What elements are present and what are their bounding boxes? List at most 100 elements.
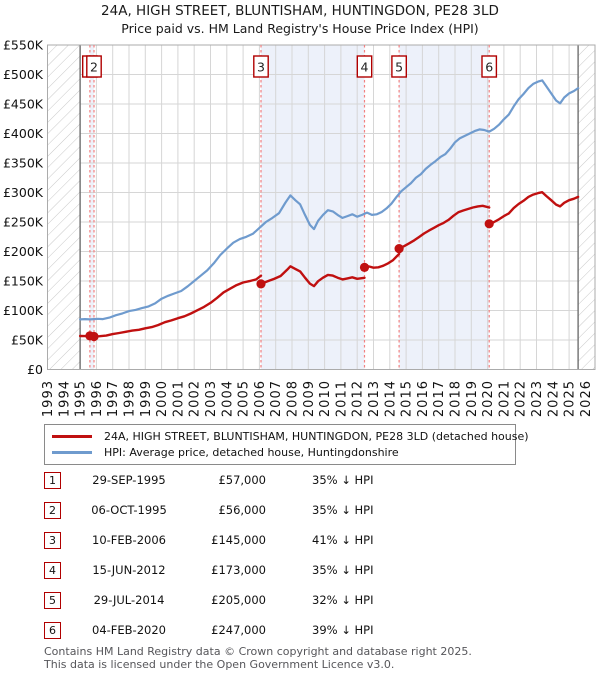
y-axis-tick-label: £300K [3, 185, 44, 200]
page-title: 24A, HIGH STREET, BLUNTISHAM, HUNTINGDON… [101, 3, 499, 19]
x-axis-tick-label: 2022 [514, 380, 529, 417]
sale-row: 5 29-JUL-2014 £205,000 32% ↓ HPI [0, 592, 600, 612]
x-axis-tick-label: 2003 [204, 380, 219, 417]
sale-number-badge: 4 [44, 562, 61, 579]
x-axis-tick-label: 1997 [106, 380, 121, 417]
y-axis-tick-label: £100K [3, 303, 44, 318]
sale-marker-box-5 [391, 55, 407, 78]
sale-point-dot-6 [484, 219, 494, 229]
x-axis-tick-label: 2004 [220, 380, 235, 417]
sale-date: 06-OCT-1995 [91, 503, 167, 517]
sale-price: £205,000 [211, 593, 266, 607]
plot-border [47, 44, 596, 370]
x-axis-tick-label: 2005 [237, 380, 252, 417]
sale-row: 2 06-OCT-1995 £56,000 35% ↓ HPI [0, 502, 600, 522]
y-axis-tick-label: £550K [3, 38, 44, 53]
property-line-swatch [52, 434, 92, 438]
x-axis-tick-label: 2009 [302, 380, 317, 417]
sale-vs-hpi: 35% ↓ HPI [312, 563, 374, 577]
sale-price: £173,000 [211, 563, 266, 577]
sale-row: 1 29-SEP-1995 £57,000 35% ↓ HPI [0, 472, 600, 492]
x-axis-tick-label: 1995 [74, 380, 89, 417]
x-axis-tick-label: 2017 [432, 380, 447, 417]
no-data-hatch-right [578, 45, 595, 370]
x-axis-tick-label: 2019 [465, 380, 480, 417]
x-axis-tick-label: 2010 [318, 380, 333, 417]
no-data-hatch-left [47, 45, 81, 370]
legend-label: HPI: Average price, detached house, Hunt… [104, 445, 399, 459]
sale-point-dot-4 [359, 262, 370, 272]
sale-date: 15-JUN-2012 [92, 563, 166, 577]
sale-number-badge: 6 [44, 622, 61, 639]
x-axis-tick-label: 2025 [563, 380, 578, 417]
y-axis-tick-label: £450K [3, 97, 44, 112]
sale-price: £56,000 [218, 503, 266, 517]
sale-number-badge: 3 [44, 532, 61, 549]
sale-date: 29-SEP-1995 [92, 473, 166, 487]
x-axis-tick-label: 1994 [57, 380, 72, 417]
sale-point-dot-3 [256, 279, 266, 289]
sale-date: 04-FEB-2020 [92, 623, 166, 637]
x-axis-tick-label: 2015 [400, 380, 415, 417]
y-axis-tick-label: £400K [3, 126, 44, 141]
x-axis-tick-label: 2008 [286, 380, 301, 417]
license-footer: Contains HM Land Registry data © Crown c… [44, 645, 472, 671]
y-axis-tick-label: £500K [3, 67, 44, 82]
y-axis-tick-label: £250K [3, 215, 44, 230]
shaded-ownership-band [89, 45, 94, 370]
sale-row: 3 10-FEB-2006 £145,000 41% ↓ HPI [0, 532, 600, 552]
x-axis-tick-label: 1999 [139, 380, 154, 417]
footer-line-2: This data is licensed under the Open Gov… [44, 657, 395, 671]
sale-point-dot-5 [394, 244, 404, 254]
sale-marker-number: 2 [90, 60, 98, 75]
x-axis-tick-label: 2021 [497, 380, 512, 417]
sale-price: £247,000 [211, 623, 266, 637]
sale-marker-box-6 [481, 55, 498, 78]
x-axis-tick-label: 1993 [41, 380, 56, 417]
sale-date: 10-FEB-2006 [92, 533, 166, 547]
sale-vs-hpi: 35% ↓ HPI [312, 473, 374, 487]
x-axis-tick-label: 1996 [90, 380, 105, 417]
sale-price: £57,000 [218, 473, 266, 487]
x-axis-tick-label: 2018 [449, 380, 464, 417]
sale-number-badge: 1 [44, 472, 61, 489]
property-price-line [488, 190, 580, 226]
page-subtitle: Price paid vs. HM Land Registry's House … [121, 21, 479, 36]
y-axis-tick-label: £150K [3, 274, 44, 289]
sale-marker-box-4 [356, 55, 373, 78]
x-axis-tick-label: 2024 [546, 380, 561, 417]
x-axis-tick-label: 1998 [123, 380, 138, 417]
x-axis-tick-label: 2012 [351, 380, 366, 417]
y-axis-tick-label: £50K [11, 333, 44, 348]
x-axis-tick-label: 2020 [481, 380, 496, 417]
shaded-ownership-band [261, 45, 365, 370]
sale-date: 29-JUL-2014 [93, 593, 165, 607]
sale-marker-box-2 [86, 55, 102, 78]
sale-marker-number: 4 [361, 60, 369, 75]
sale-number-badge: 5 [44, 592, 61, 609]
y-axis-tick-label: £350K [3, 156, 44, 171]
price-history-chart: 123456£0£50K£100K£150K£200K£250K£300K£35… [3, 38, 596, 417]
x-axis-tick-label: 2013 [367, 380, 382, 417]
x-axis-tick-label: 2001 [171, 380, 186, 417]
x-axis-tick-label: 2002 [188, 380, 203, 417]
sale-number-badge: 2 [44, 502, 61, 519]
x-axis-tick-label: 2023 [530, 380, 545, 417]
sale-price: £145,000 [211, 533, 266, 547]
legend-item-property: 24A, HIGH STREET, BLUNTISHAM, HUNTINGDON… [45, 428, 529, 444]
sale-marker-number: 5 [395, 60, 403, 75]
legend-label: 24A, HIGH STREET, BLUNTISHAM, HUNTINGDON… [104, 429, 529, 443]
chart-legend: 24A, HIGH STREET, BLUNTISHAM, HUNTINGDON… [44, 424, 529, 465]
sale-vs-hpi: 39% ↓ HPI [312, 623, 374, 637]
sale-row: 6 04-FEB-2020 £247,000 39% ↓ HPI [0, 622, 600, 642]
x-axis-tick-label: 2007 [269, 380, 284, 417]
property-price-line [259, 265, 366, 288]
property-price-line [92, 274, 263, 338]
sale-row: 4 15-JUN-2012 £173,000 35% ↓ HPI [0, 562, 600, 582]
x-axis-tick-label: 2016 [416, 380, 431, 417]
hpi-line-swatch [52, 450, 92, 454]
property-price-line [397, 204, 491, 250]
sale-marker-number: 3 [257, 60, 265, 75]
property-price-line [363, 252, 401, 269]
